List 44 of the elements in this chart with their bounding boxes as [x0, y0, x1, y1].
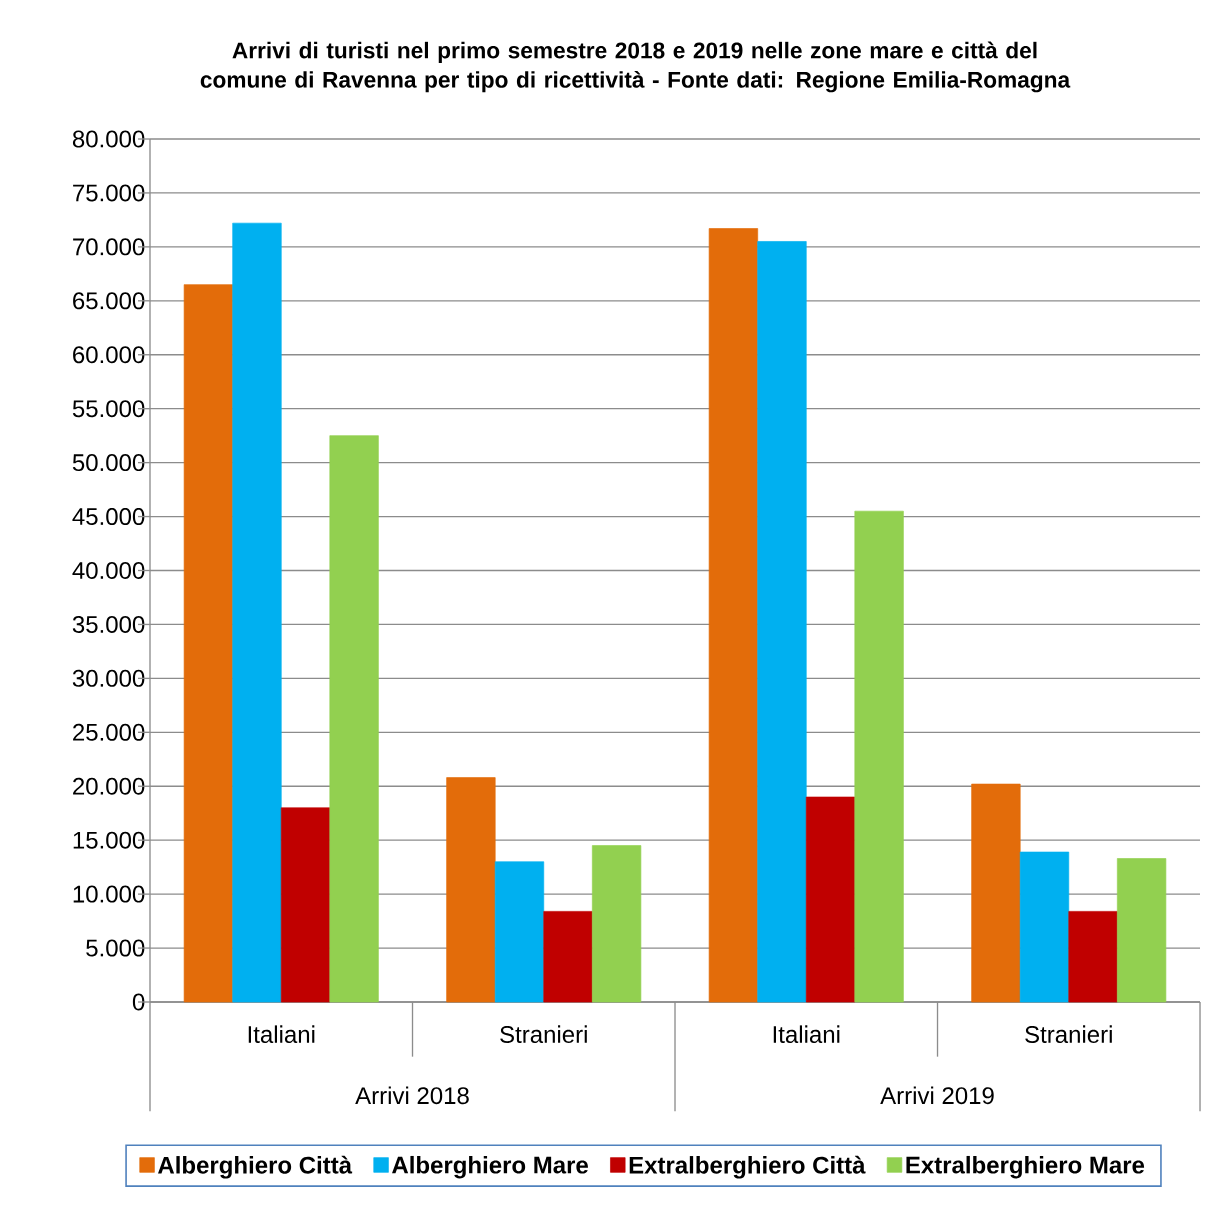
y-tick-label: 50.000: [72, 454, 145, 472]
y-tick-label: 40.000: [72, 561, 145, 579]
bar: [329, 435, 379, 1003]
x-tick-label: Italiani: [773, 1025, 840, 1043]
y-tick-label: 60.000: [73, 346, 145, 364]
bar: [854, 510, 904, 1003]
bar: [971, 783, 1021, 1003]
bar: [591, 845, 642, 1003]
bar: [280, 807, 331, 1003]
y-tick-label: 55.000: [72, 400, 145, 418]
bar: [1068, 911, 1118, 1003]
y-tick-label: 75.000: [73, 184, 145, 202]
bar: [543, 911, 593, 1003]
y-tick-label: 80.000: [72, 130, 145, 148]
y-tick-label: 30.000: [72, 669, 145, 687]
y-tick-label: 25.000: [73, 723, 145, 741]
text: Arrivi 2019: [880, 1086, 994, 1105]
bar: [494, 861, 545, 1003]
y-tick-label: 35.000: [72, 615, 145, 633]
x-tick-label: Italiani: [248, 1025, 315, 1043]
bar: [183, 284, 234, 1003]
y-tick-label: 45.000: [72, 508, 145, 526]
bar: [708, 228, 759, 1003]
bar: [805, 796, 856, 1003]
x-tick-label: Stranieri: [500, 1025, 587, 1043]
y-tick-label: 65.000: [73, 292, 145, 310]
bar: [232, 222, 282, 1003]
y-tick-label: 10.000: [73, 885, 145, 903]
legend-label: Alberghiero Mare: [392, 1155, 588, 1179]
y-tick-label: 0: [132, 993, 145, 1011]
bar: [757, 241, 807, 1003]
y-tick-label: 15.000: [73, 831, 145, 849]
y-tick-label: 5.000: [86, 939, 145, 957]
legend-label: Alberghiero Città: [158, 1155, 353, 1179]
legend-label: Extralberghiero Città: [629, 1155, 866, 1179]
chart-title: Arrivi di turisti nel primo semestre 2018 e 2019 nelle zone mare e città del comune di Ravenna per tipo di ricettività - Fonte dati: Regione Emilia-Romagna: [200, 41, 1071, 93]
x-tick-label: Stranieri: [1025, 1025, 1112, 1043]
y-tick-label: 70.000: [73, 238, 145, 256]
text: Arrivi 2018: [355, 1086, 469, 1105]
bar: [1019, 851, 1070, 1003]
bar: [446, 777, 496, 1003]
bar: [1116, 858, 1167, 1003]
y-tick-label: 20.000: [73, 777, 145, 795]
legend-label: Extralberghiero Mare: [906, 1155, 1145, 1179]
